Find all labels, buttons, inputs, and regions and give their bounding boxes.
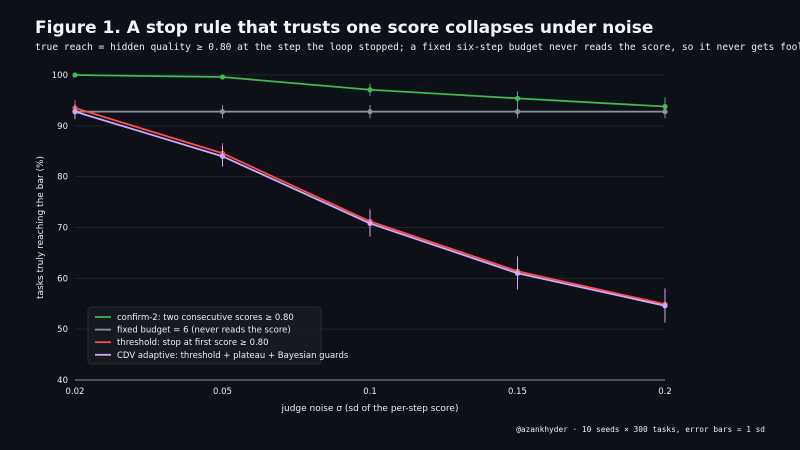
data-point-1-2 bbox=[219, 74, 226, 80]
data-point-2-2 bbox=[219, 109, 226, 115]
x-tick-label-0.15: 0.15 bbox=[508, 387, 527, 397]
data-point-4-4 bbox=[514, 270, 521, 276]
series-line-4 bbox=[74, 110, 666, 307]
data-point-2-4 bbox=[514, 109, 521, 115]
data-point-2-5 bbox=[662, 109, 668, 115]
y-tick-label-90: 90 bbox=[57, 122, 68, 132]
data-point-1-4 bbox=[514, 95, 521, 101]
legend-label-4: CDV adaptive: threshold + plateau + Baye… bbox=[117, 351, 349, 361]
y-tick-label-100: 100 bbox=[52, 71, 68, 81]
y-tick-label-60: 60 bbox=[57, 274, 68, 284]
data-point-4-5 bbox=[662, 303, 668, 309]
figure-title: Figure 1. A stop rule that trusts one sc… bbox=[35, 18, 654, 38]
y-tick-label-50: 50 bbox=[57, 325, 68, 335]
series-2 bbox=[72, 104, 668, 119]
series bbox=[72, 72, 668, 323]
data-point-4-3 bbox=[367, 220, 373, 227]
footer-note: @azankhyder · 10 seeds × 300 tasks, erro… bbox=[516, 425, 765, 434]
x-tick-label-0.05: 0.05 bbox=[213, 387, 232, 397]
legend-label-1: confirm-2: two consecutive scores ≥ 0.80 bbox=[117, 313, 294, 323]
legend: confirm-2: two consecutive scores ≥ 0.80… bbox=[87, 306, 349, 365]
data-point-2-3 bbox=[367, 109, 373, 115]
series-4 bbox=[72, 103, 668, 323]
y-tick-label-70: 70 bbox=[57, 224, 68, 234]
figure-subtitle: true reach = hidden quality ≥ 0.80 at th… bbox=[35, 42, 800, 53]
data-point-1-1 bbox=[72, 72, 78, 78]
x-tick-label-0.02: 0.02 bbox=[66, 387, 85, 397]
y-axis-label: tasks truly reaching the bar (%) bbox=[36, 156, 46, 299]
legend-box bbox=[87, 306, 322, 365]
legend-label-3: threshold: stop at first score ≥ 0.80 bbox=[117, 338, 269, 348]
x-tick-label-0.1: 0.1 bbox=[363, 387, 377, 397]
data-point-4-1 bbox=[72, 109, 78, 115]
data-point-1-3 bbox=[367, 87, 373, 93]
y-tick-label-80: 80 bbox=[57, 173, 68, 183]
series-line-3 bbox=[74, 107, 666, 306]
x-axis-label: judge noise σ (sd of the per-step score) bbox=[281, 404, 459, 414]
x-tick-label-0.2: 0.2 bbox=[658, 387, 672, 397]
data-point-4-2 bbox=[219, 153, 226, 159]
y-tick-label-40: 40 bbox=[57, 376, 68, 386]
axes: 40 50 60 70 80 90 100 0.02 0.05 0.1 0.15 0.2 judge n… bbox=[36, 71, 672, 414]
series-1 bbox=[72, 72, 668, 116]
legend-label-2: fixed budget = 6 (never reads the score) bbox=[117, 326, 291, 336]
